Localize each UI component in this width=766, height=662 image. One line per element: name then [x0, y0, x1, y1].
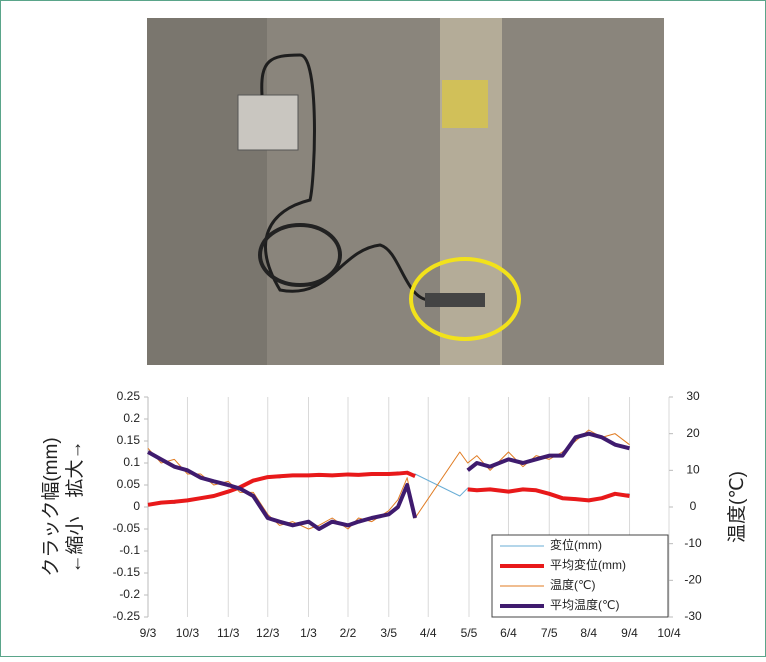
x-tick-label: 2/2: [340, 626, 357, 640]
x-tick-label: 5/5: [461, 626, 478, 640]
photo: [147, 18, 664, 365]
y-tick-label: -0.05: [113, 521, 141, 535]
y2-tick-label: -30: [684, 609, 702, 623]
y-tick-label: 0.2: [123, 411, 140, 425]
y-tick-label: -0.1: [119, 543, 140, 557]
photo-box: [238, 95, 298, 150]
y-tick-label: 0: [133, 499, 140, 513]
y2-tick-label: 30: [686, 389, 700, 403]
y2-tick-label: 20: [686, 426, 700, 440]
photo-strip: [440, 18, 502, 365]
figure: 9/3 10/3 11/3 12/3 1/3 2/2 3/5 4/4 5/5 6/4 7/5 8/4 9…: [0, 0, 766, 657]
x-tick-label: 1/3: [300, 626, 317, 640]
x-tick-label: 9/4: [621, 626, 638, 640]
y2-tick-label: 10: [686, 463, 700, 477]
legend-label: 平均変位(mm): [550, 557, 626, 572]
x-tick-label: 8/4: [580, 626, 597, 640]
x-tick-label: 12/3: [256, 626, 280, 640]
x-tick-label: 11/3: [217, 626, 240, 640]
legend-label: 変位(mm): [550, 537, 602, 552]
x-tick-label: 3/5: [380, 626, 397, 640]
y-tick-label: 0.05: [117, 477, 141, 491]
y-tick-label: -0.25: [113, 609, 141, 623]
y-tick-label: 0.25: [117, 389, 141, 403]
x-tick-label: 10/4: [657, 626, 681, 640]
legend-label: 温度(℃): [550, 577, 595, 592]
photo-paint: [442, 80, 488, 128]
y-tick-label: -0.2: [119, 587, 140, 601]
x-tick-label: 6/4: [500, 626, 517, 640]
x-tick-label: 4/4: [420, 626, 437, 640]
legend-label: 平均温度(℃): [550, 597, 619, 612]
y2-tick-label: 0: [690, 499, 697, 513]
y-axis-label: ←縮小 拡大→: [64, 440, 86, 573]
y-tick-label: 0.1: [123, 455, 140, 469]
y-axis-label: クラック幅(mm): [40, 437, 62, 576]
x-tick-label: 7/5: [541, 626, 558, 640]
y2-axis-label: 温度(℃): [726, 471, 748, 543]
y2-tick-label: -20: [684, 573, 702, 587]
y2-tick-label: -10: [684, 536, 702, 550]
photo-sensor: [425, 293, 485, 307]
photo-shade: [147, 18, 267, 365]
x-tick-label: 10/3: [176, 626, 200, 640]
x-tick-label: 9/3: [140, 626, 157, 640]
y-tick-label: -0.15: [113, 565, 141, 579]
y-tick-label: 0.15: [117, 433, 141, 447]
